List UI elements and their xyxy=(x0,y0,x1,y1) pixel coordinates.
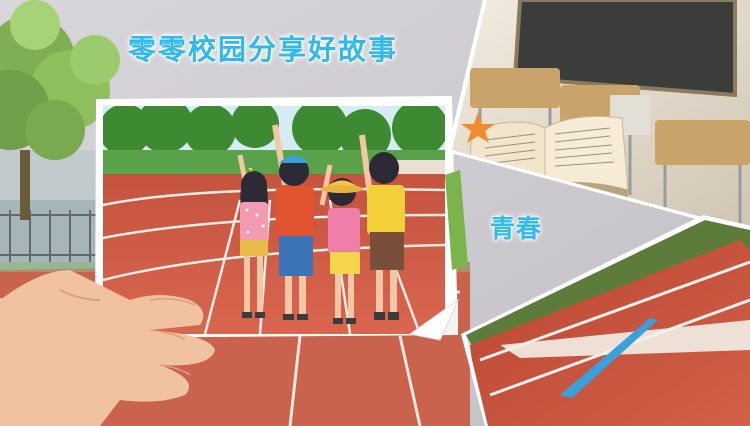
banner-title: 零零校园分享好故事 xyxy=(128,33,399,66)
kid-boy-cap xyxy=(272,124,314,320)
banner-subtitle: 青春 xyxy=(490,214,543,243)
tree-icon xyxy=(0,0,120,220)
chalkboard-icon xyxy=(512,0,737,98)
kids-group-illustration xyxy=(237,124,405,324)
hand-icon xyxy=(0,270,215,426)
kid-girl-hat xyxy=(319,164,363,324)
kid-girl-left xyxy=(237,154,268,318)
grass-strip xyxy=(445,170,468,270)
kid-boy-right xyxy=(359,134,405,320)
starfish-icon xyxy=(461,112,495,143)
classroom-photo-card xyxy=(447,0,750,234)
